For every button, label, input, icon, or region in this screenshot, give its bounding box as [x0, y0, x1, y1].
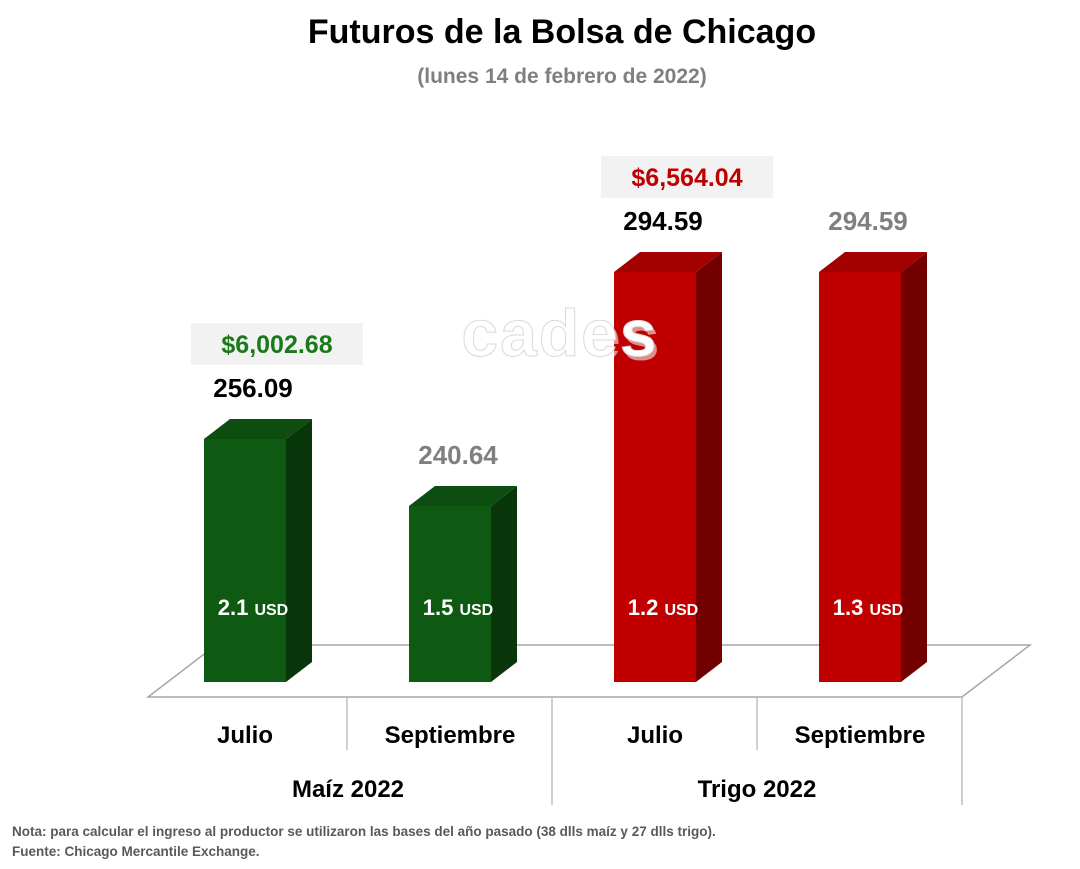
svg-text:cades: cades — [464, 300, 661, 374]
footnote-nota: Nota: para calcular el ingreso al produc… — [12, 824, 716, 839]
bar-maiz-julio: 2.1 USD 256.09 $6,002.68 — [191, 322, 363, 682]
category-label-maiz-julio: Julio — [217, 722, 273, 749]
value-label-trigo-septiembre: 294.59 — [828, 206, 908, 236]
bar-top-maiz-julio — [204, 418, 312, 439]
plot-floor — [145, 644, 1033, 698]
income-label-maiz: $6,002.68 — [221, 331, 332, 359]
income-box-maiz-julio — [191, 322, 363, 365]
bar-front-maiz-julio — [204, 438, 286, 682]
category-label-maiz-septiembre: Septiembre — [385, 722, 516, 749]
bar-trigo-julio: 1.2 USD 294.59 $6,564.04 — [601, 156, 773, 682]
usd-label-maiz-septiembre: 1.5 USD — [423, 595, 493, 620]
bar-side-maiz-julio — [286, 418, 312, 682]
chart-subtitle: (lunes 14 de febrero de 2022) — [417, 65, 706, 88]
bar-top-maiz-septiembre — [409, 486, 517, 506]
group-label-trigo: Trigo 2022 — [698, 776, 817, 803]
income-label-trigo: $6,564.04 — [631, 164, 742, 192]
bar-trigo-septiembre: 1.3 USD 294.59 — [819, 206, 927, 682]
footnote-fuente: Fuente: Chicago Mercantile Exchange. — [12, 844, 260, 859]
bars-layer: 2.1 USD 256.09 $6,002.68 1.5 USD 240.64 1.2 U… — [191, 156, 927, 682]
bar-side-maiz-septiembre — [491, 486, 517, 682]
bar-front-maiz-septiembre — [409, 506, 491, 682]
chart-title: Futuros de la Bolsa de Chicago — [308, 13, 816, 51]
value-label-maiz-julio: 256.09 — [213, 373, 293, 403]
category-label-trigo-julio: Julio — [627, 722, 683, 749]
usd-label-trigo-julio: 1.2 USD — [628, 595, 698, 620]
bar-side-trigo-julio — [696, 252, 722, 682]
group-label-maiz: Maíz 2022 — [292, 776, 404, 803]
bar-top-trigo-julio — [614, 252, 722, 272]
bar-side-trigo-septiembre — [901, 252, 927, 682]
income-box-trigo-julio — [601, 156, 773, 198]
watermark-logo: cades cades — [461, 296, 661, 375]
value-label-maiz-septiembre: 240.64 — [418, 440, 498, 470]
bar-maiz-septiembre: 1.5 USD 240.64 — [409, 440, 517, 682]
usd-label-maiz-julio: 2.1 USD — [218, 595, 288, 620]
bar-top-trigo-septiembre — [819, 252, 927, 272]
usd-label-trigo-septiembre: 1.3 USD — [833, 595, 903, 620]
watermark-text: cades — [461, 296, 658, 370]
bar-front-trigo-julio — [614, 272, 696, 682]
value-label-trigo-julio: 294.59 — [623, 206, 703, 236]
category-label-trigo-septiembre: Septiembre — [795, 722, 926, 749]
bar-front-trigo-septiembre — [819, 272, 901, 682]
